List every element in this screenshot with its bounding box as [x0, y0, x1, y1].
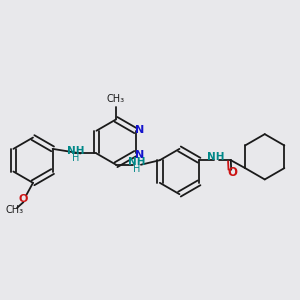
Text: CH₃: CH₃ — [5, 206, 23, 215]
Text: N: N — [135, 124, 144, 135]
Text: O: O — [228, 166, 238, 179]
Text: H: H — [72, 153, 80, 163]
Text: NH: NH — [67, 146, 85, 156]
Text: H: H — [133, 164, 140, 174]
Text: N: N — [135, 149, 144, 160]
Text: O: O — [19, 194, 28, 204]
Text: NH: NH — [128, 157, 145, 167]
Text: CH₃: CH₃ — [107, 94, 125, 103]
Text: NH: NH — [207, 152, 225, 162]
